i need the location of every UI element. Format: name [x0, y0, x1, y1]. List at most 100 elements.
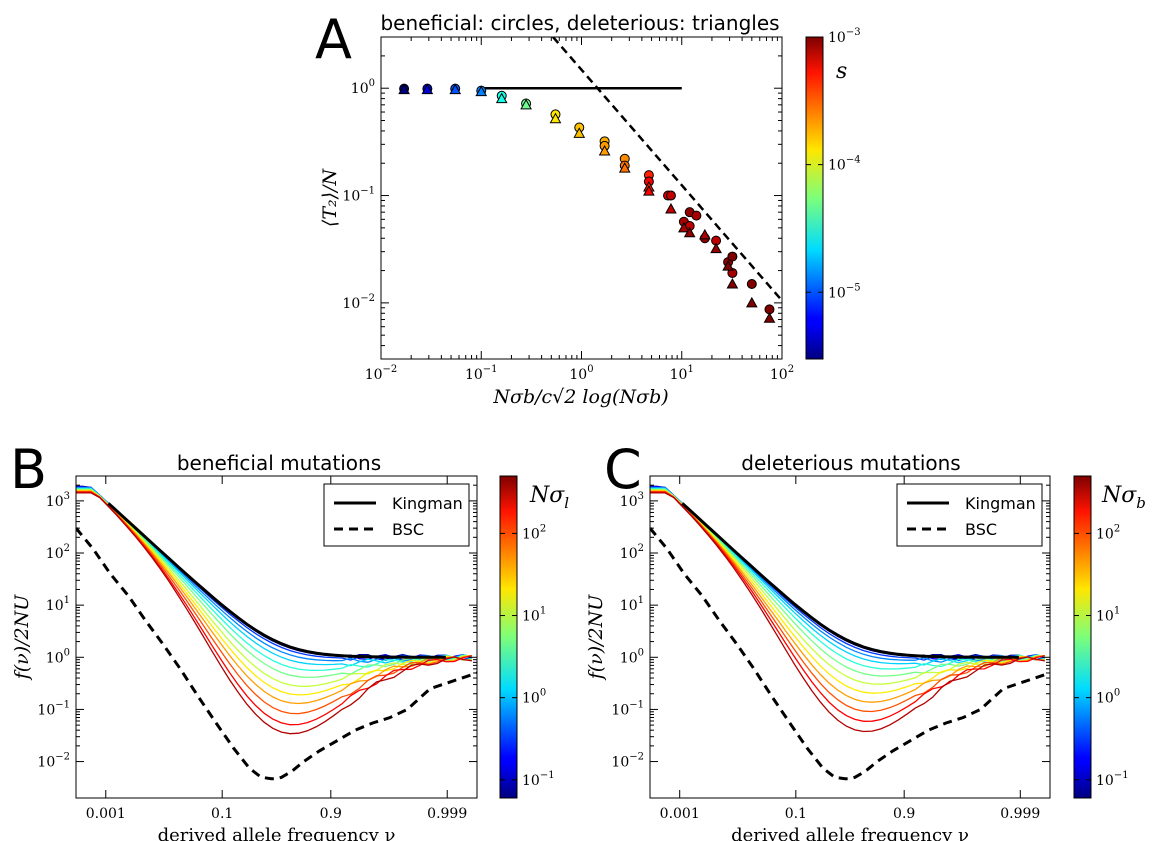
colorbar-tick-label: 100	[522, 688, 546, 707]
x-tick-label: 10−1	[465, 364, 498, 383]
x-axis-label: derived allele frequency ν	[731, 825, 969, 841]
triangle-point	[665, 202, 677, 214]
simulated-curve	[650, 489, 1045, 694]
simulated-curve	[76, 491, 472, 715]
panel-data	[650, 485, 1050, 781]
colorbar-tick-label: 10−1	[522, 770, 555, 789]
panel-a-data	[398, 37, 782, 323]
y-axis-label: f(ν)/2NU	[11, 594, 33, 682]
triangle-point	[549, 112, 562, 124]
legend-box	[896, 483, 1043, 547]
y-tick-label: 10−1	[37, 699, 70, 718]
x-tick-label: 10−2	[365, 364, 398, 383]
panel-c-colorbar-ticks: 10−1 100 101 102	[1074, 523, 1129, 789]
x-tick-label: 0.999	[1000, 806, 1040, 822]
panel-a-colorbar-label: s	[836, 59, 847, 84]
panel-a-frame	[380, 36, 783, 360]
triangle-point	[618, 162, 631, 173]
y-tick-label: 10−2	[37, 752, 70, 771]
simulated-curve	[76, 488, 472, 679]
panel-letter-b: B	[10, 438, 47, 501]
y-tick-label: 10−1	[342, 186, 375, 205]
triangle-point	[421, 83, 434, 95]
colorbar-tick-label: 10−4	[828, 155, 861, 174]
colorbar-tick-label: 10−3	[828, 27, 861, 46]
simulated-curve	[76, 492, 472, 735]
colorbar-tick-label: 10−5	[828, 282, 861, 301]
panel-c-colorbar	[1073, 475, 1092, 799]
triangle-point	[598, 144, 611, 156]
colorbar-tick-label: 10−1	[1096, 770, 1129, 789]
kingman-curve	[681, 502, 1019, 659]
simulated-curve	[76, 489, 472, 687]
triangle-point	[475, 85, 488, 97]
colorbar-tick-label: 101	[1096, 606, 1120, 625]
colorbar-tick-label: 102	[522, 523, 546, 542]
x-tick-label: 0.001	[86, 806, 126, 822]
bsc-curve	[650, 527, 1050, 781]
triangle-point	[678, 221, 690, 233]
y-axis-label: f(ν)/2NU	[585, 594, 607, 682]
panel-frame	[649, 475, 1051, 799]
y-tick-label: 101	[620, 595, 644, 614]
circle-point	[746, 278, 757, 289]
y-tick-label: 100	[351, 78, 375, 97]
triangle-point	[398, 83, 410, 95]
x-tick-label: 100	[569, 364, 593, 383]
simulated-curve	[650, 490, 1045, 703]
x-tick-label: 0.001	[660, 806, 700, 822]
simulated-curve	[650, 492, 1045, 733]
panel-b-title: beneficial mutations	[177, 451, 381, 475]
bsc-line	[552, 37, 782, 302]
y-tick-label: 10−1	[611, 699, 644, 718]
panel-letter-c: C	[604, 438, 642, 501]
legend-box	[323, 483, 470, 547]
bsc-curve	[76, 527, 477, 781]
triangle-point	[763, 312, 776, 323]
panel-c-plot: 0.001 0.1 0.9 0.999 10−2 10−1 100 101 102 103 deri…	[585, 475, 1051, 841]
legend-label: Kingman	[392, 494, 463, 513]
x-tick-label: 0.999	[427, 806, 467, 822]
legend: Kingman BSC	[323, 483, 470, 547]
y-tick-label: 10−2	[611, 752, 644, 771]
triangle-point	[495, 92, 508, 104]
triangle-point	[722, 260, 734, 271]
y-tick-label: 101	[46, 595, 70, 614]
panel-b-colorbar	[499, 475, 518, 799]
panel-frame	[75, 475, 478, 799]
simulated-curve	[76, 490, 472, 705]
triangle-point	[643, 185, 655, 196]
panel-c: C deleterious mutations 0.001 0.1 0.9 0.999…	[585, 438, 1146, 841]
kingman-curve	[107, 502, 446, 659]
simulated-curve	[650, 489, 1045, 685]
x-tick-label: 102	[770, 364, 794, 383]
y-tick-label: 100	[46, 647, 70, 666]
circle-point	[665, 190, 676, 201]
panel-b-colorbar-label: Nσl	[529, 483, 569, 512]
y-tick-label: 10−2	[342, 293, 375, 312]
triangle-point	[710, 242, 722, 254]
panel-b: B beneficial mutations 0.001 0.1 0.9 0.999 1…	[10, 438, 569, 841]
legend-label: Kingman	[965, 494, 1036, 513]
panel-a-colorbar	[805, 36, 824, 360]
triangle-point	[573, 127, 586, 138]
y-tick-label: 103	[620, 491, 644, 510]
panel-c-colorbar-label: Nσb	[1101, 483, 1146, 512]
panel-a-plot: 10−2 10−1 100 101 102 10−2 10−1 100 Nσb/c√2 log(…	[319, 36, 794, 408]
triangle-point	[449, 83, 462, 95]
y-tick-label: 102	[620, 543, 644, 562]
x-tick-label: 0.1	[211, 806, 233, 822]
x-axis-label: derived allele frequency ν	[158, 825, 396, 841]
panel-a: A beneficial: circles, deleterious: tria…	[315, 8, 861, 408]
panel-data	[76, 485, 477, 781]
simulated-curve	[650, 491, 1045, 713]
x-axis-label: Nσb/c√2 log(Nσb)	[492, 386, 668, 408]
panel-b-plot: 0.001 0.1 0.9 0.999 10−2 10−1 100 101 102 103 deri…	[11, 475, 478, 841]
y-tick-label: 103	[46, 491, 70, 510]
triangle-point	[683, 226, 696, 238]
simulated-curve	[650, 488, 1045, 677]
panel-letter-a: A	[315, 8, 352, 71]
triangle-point	[726, 277, 739, 289]
colorbar-tick-label: 101	[522, 606, 546, 625]
